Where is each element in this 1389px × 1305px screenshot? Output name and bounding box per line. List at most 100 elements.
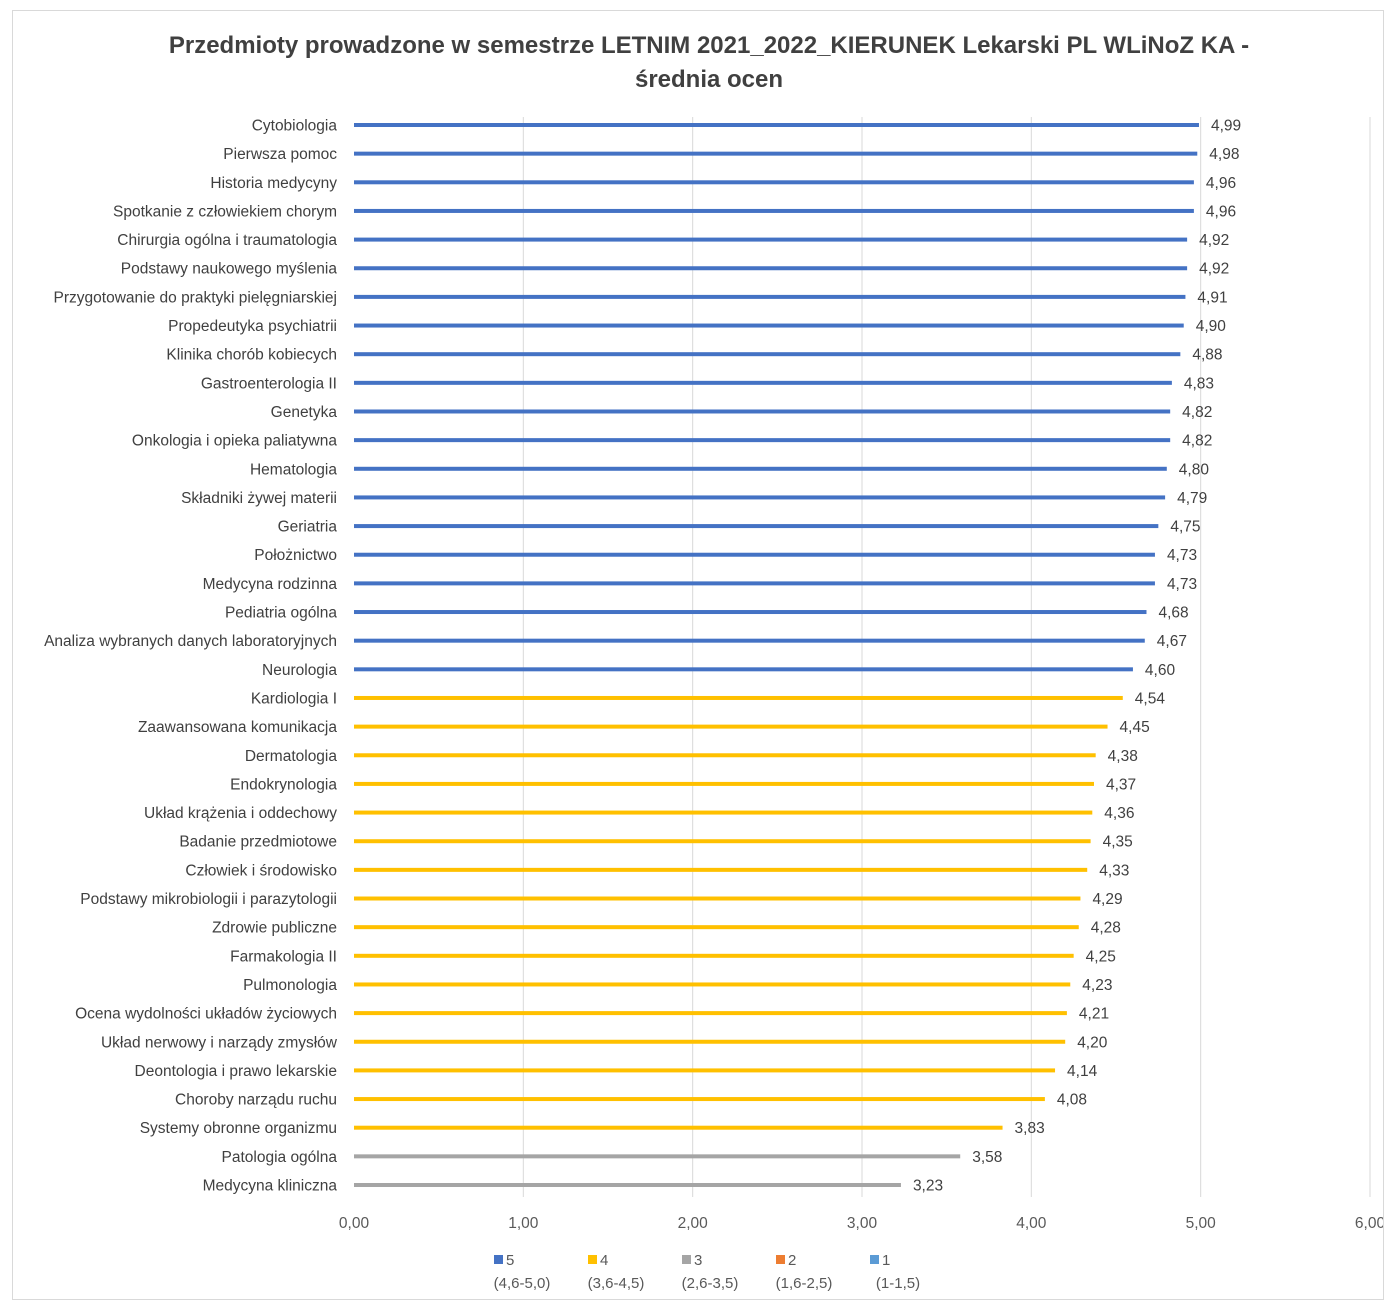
category-label: Hematologia <box>250 461 337 478</box>
x-tick-label: 5,00 <box>1186 1215 1217 1232</box>
legend-entry-range: (3,6-4,5) <box>588 1275 645 1292</box>
bar <box>354 839 1091 844</box>
data-label: 4,35 <box>1103 834 1133 851</box>
bar <box>354 552 1155 557</box>
legend-entry-name: 1 <box>882 1252 890 1269</box>
category-label: Patologia ogólna <box>222 1149 338 1166</box>
legend-entry-range: (1,6-2,5) <box>776 1275 833 1292</box>
category-label: Historia medycyny <box>210 175 337 192</box>
bar <box>354 810 1093 815</box>
x-tick-label: 6,00 <box>1355 1215 1383 1232</box>
data-label: 4,14 <box>1067 1063 1098 1080</box>
category-label: Podstawy mikrobiologii i parazytologii <box>80 891 337 908</box>
data-label: 4,83 <box>1184 375 1214 392</box>
category-label: Zdrowie publiczne <box>212 920 337 937</box>
bar <box>354 466 1167 471</box>
bar <box>354 352 1181 357</box>
category-label: Genetyka <box>271 404 338 421</box>
bar <box>354 953 1074 958</box>
category-label: Chirurgia ogólna i traumatologia <box>117 232 337 249</box>
bar <box>354 208 1194 213</box>
legend-entry-name: 5 <box>506 1252 514 1269</box>
bar <box>354 610 1147 615</box>
bar <box>354 323 1184 328</box>
bar <box>354 1011 1067 1016</box>
data-label: 4,33 <box>1099 862 1129 879</box>
category-label: Położnictwo <box>254 547 337 564</box>
category-label: Cytobiologia <box>252 118 338 135</box>
category-label: Gastroenterologia II <box>201 375 337 392</box>
bar <box>354 380 1172 385</box>
category-label: Badanie przedmiotowe <box>179 834 337 851</box>
x-tick-label: 1,00 <box>508 1215 539 1232</box>
bar <box>354 896 1081 901</box>
category-label: Endokrynologia <box>230 776 337 793</box>
x-tick-label: 4,00 <box>1016 1215 1047 1232</box>
data-label: 4,96 <box>1206 175 1236 192</box>
data-label: 4,91 <box>1197 289 1227 306</box>
x-axis-ticks: 0,00 1,00 2,00 3,00 4,00 5,00 6,00 <box>339 1215 1383 1232</box>
bar <box>354 409 1171 414</box>
category-label: Spotkanie z człowiekiem chorym <box>113 203 337 220</box>
bar <box>354 1125 1003 1130</box>
data-label: 4,45 <box>1120 719 1150 736</box>
data-label: 4,60 <box>1145 662 1176 679</box>
data-label: 4,92 <box>1199 232 1229 249</box>
data-label: 4,68 <box>1158 605 1188 622</box>
category-label: Farmakologia II <box>230 948 337 965</box>
bars <box>354 123 1199 1187</box>
category-label: Neurologia <box>262 662 337 679</box>
data-label: 4,54 <box>1135 690 1166 707</box>
category-label: Podstawy naukowego myślenia <box>121 261 338 278</box>
data-label: 4,36 <box>1104 805 1134 822</box>
gridlines <box>522 117 1371 1197</box>
data-label: 4,82 <box>1182 433 1212 450</box>
data-label: 4,29 <box>1092 891 1122 908</box>
data-label: 4,73 <box>1167 576 1197 593</box>
category-label: Człowiek i środowisko <box>185 862 337 879</box>
x-tick-label: 3,00 <box>847 1215 878 1232</box>
data-label: 4,37 <box>1106 776 1136 793</box>
bar <box>354 781 1094 786</box>
data-label: 4,08 <box>1057 1092 1087 1109</box>
chart-title-line-2: średnia ocen <box>635 66 783 93</box>
category-label: Onkologia i opieka paliatywna <box>132 433 337 450</box>
chart-frame: Przedmioty prowadzone w semestrze LETNIM… <box>12 10 1384 1300</box>
category-label: Propedeutyka psychiatrii <box>168 318 337 335</box>
legend-entry-range: (1-1,5) <box>876 1275 920 1292</box>
bar <box>354 1097 1045 1102</box>
data-label: 4,98 <box>1209 146 1239 163</box>
category-label: Dermatologia <box>245 748 338 765</box>
data-label: 4,67 <box>1157 633 1187 650</box>
data-label: 3,23 <box>913 1178 943 1195</box>
bar <box>354 925 1079 930</box>
bar <box>354 982 1071 987</box>
category-label: Choroby narządu ruchu <box>175 1092 337 1109</box>
category-label: Analiza wybranych danych laboratoryjnych <box>44 633 337 650</box>
data-label: 4,90 <box>1196 318 1227 335</box>
bar <box>354 266 1188 271</box>
data-label: 4,96 <box>1206 203 1236 220</box>
legend-entry-name: 3 <box>694 1252 702 1269</box>
legend-swatch <box>682 1255 691 1264</box>
data-label: 3,83 <box>1015 1120 1045 1137</box>
bar <box>354 638 1145 643</box>
data-label: 4,20 <box>1077 1034 1108 1051</box>
bar <box>354 151 1198 156</box>
legend-swatch <box>494 1255 503 1264</box>
bar <box>354 867 1088 872</box>
bar <box>354 495 1166 500</box>
bar <box>354 237 1188 242</box>
bar <box>354 180 1194 185</box>
data-label: 4,23 <box>1082 977 1112 994</box>
data-label: 3,58 <box>972 1149 1002 1166</box>
data-label: 4,21 <box>1079 1006 1109 1023</box>
bar <box>354 753 1096 758</box>
category-label: Geriatria <box>278 519 338 536</box>
category-label: Składniki żywej materii <box>181 490 337 507</box>
data-label: 4,92 <box>1199 261 1229 278</box>
category-label: Układ krążenia i oddechowy <box>144 805 337 822</box>
x-tick-label: 0,00 <box>339 1215 370 1232</box>
category-label: Zaawansowana komunikacja <box>138 719 337 736</box>
legend-entry-name: 2 <box>788 1252 796 1269</box>
